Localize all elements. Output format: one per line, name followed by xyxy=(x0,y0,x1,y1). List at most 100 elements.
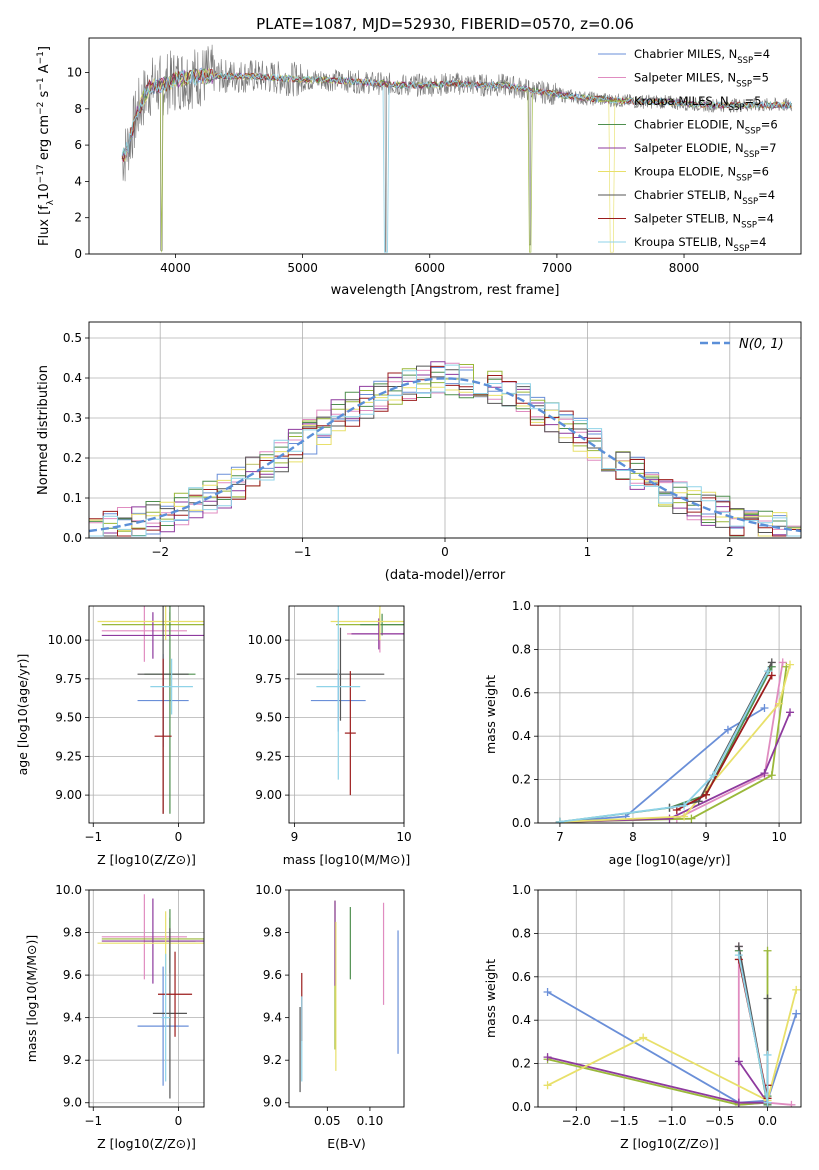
weight-marker xyxy=(786,708,795,717)
panel-spectrum: 4000 5000 6000 7000 8000 0 2 4 6 8 10 wavelength [A… xyxy=(36,37,802,298)
x-tick-label: 9 xyxy=(702,830,710,844)
weight-marker xyxy=(763,1098,772,1107)
x-axis-label: Z [log10(Z/Z⊙)] xyxy=(97,1136,196,1151)
legend-sub: SSP xyxy=(745,127,761,137)
weight-marker xyxy=(639,1033,648,1042)
y-tick-label: 9.00 xyxy=(255,788,282,802)
panel-age-vs-Z: −1 0 9.00 9.25 9.50 9.75 10.00 Z [log10(Z/Z⊙)] a… xyxy=(15,605,205,867)
weight-marker xyxy=(543,1081,552,1090)
y-tick-label: 6 xyxy=(74,138,82,152)
x-tick-label: 8 xyxy=(629,830,637,844)
weight-marker xyxy=(687,814,696,823)
y-tick-label: 10.00 xyxy=(248,633,282,647)
x-tick-label: 7 xyxy=(556,830,564,844)
figure-title: PLATE=1087, MJD=52930, FIBERID=0570, z=0… xyxy=(256,15,634,33)
axes-frame xyxy=(88,37,802,255)
x-axis-label: E(B-V) xyxy=(327,1136,366,1151)
x-tick-label: 6000 xyxy=(414,261,445,275)
axes-frame xyxy=(88,605,205,824)
legend-sub: SSP xyxy=(741,221,757,231)
x-tick-label: 1 xyxy=(584,545,592,559)
observed-spectrum xyxy=(121,44,793,253)
y-tick-label: 0.8 xyxy=(512,926,531,940)
gaussian-reference xyxy=(89,377,801,533)
y-tick-label: 0.2 xyxy=(512,773,531,787)
weight-line-3 xyxy=(559,666,773,823)
legend-suffix: =4 xyxy=(757,212,774,226)
y-tick-label: 10 xyxy=(67,65,82,79)
x-tick-label: 7000 xyxy=(542,261,573,275)
legend-suffix: =4 xyxy=(749,235,766,249)
y-tick-label: 1.0 xyxy=(512,599,531,613)
weight-marker xyxy=(543,987,552,996)
panel-massweight-vs-Z: −2.0 −1.5 −1.0 −0.5 0.0 0.0 0.2 0.4 0.6 0.8 1.0 Z [… xyxy=(483,883,802,1151)
y-tick-label: 9.2 xyxy=(263,1053,282,1067)
weight-line-1 xyxy=(559,662,784,823)
y-tick-label: 9.8 xyxy=(263,926,282,940)
legend-entry: Chabrier STELIB, NSSP=4 xyxy=(634,188,775,207)
weight-marker xyxy=(709,771,718,780)
plot-area-age-vs-Z xyxy=(97,606,204,814)
x-tick-label: 0 xyxy=(175,830,183,844)
y-tick-label: 9.75 xyxy=(255,672,282,686)
panel-massweight-vs-age: 7 8 9 10 0.0 0.2 0.4 0.6 0.8 1.0 age [log10(age/yr… xyxy=(483,599,802,867)
axes-frame xyxy=(288,889,405,1108)
weight-line-5 xyxy=(547,989,798,1102)
y-tick-label: 0.8 xyxy=(512,642,531,656)
y-tick-label: 9.25 xyxy=(255,749,282,763)
x-tick-label: 0.10 xyxy=(357,1114,384,1128)
y-axis-label: Normed distribution xyxy=(36,365,51,495)
model-spectrum-8 xyxy=(121,69,793,253)
weight-marker xyxy=(555,817,564,823)
y-axis-label: Flux [fλ10−17 erg cm−2 s−1 A−1] xyxy=(36,46,56,246)
y-tick-label: 0.0 xyxy=(512,816,531,830)
weight-line-0 xyxy=(559,707,765,823)
legend-entry: Salpeter MILES, NSSP=5 xyxy=(634,71,769,90)
x-tick-label: −2 xyxy=(151,545,169,559)
y-tick-label: 9.50 xyxy=(255,711,282,725)
legend-sub: SSP xyxy=(737,56,753,66)
y-tick-label: 0.3 xyxy=(63,411,82,425)
x-tick-label: −1 xyxy=(84,1114,102,1128)
weight-marker xyxy=(760,769,769,778)
weight-marker xyxy=(760,703,769,712)
y-axis-label: age [log10(age/yr)] xyxy=(15,654,30,776)
legend-suffix: =4 xyxy=(753,47,770,61)
weight-marker xyxy=(680,812,689,821)
x-tick-label: 5000 xyxy=(287,261,318,275)
weight-marker xyxy=(665,814,674,823)
y-tick-label: 0.4 xyxy=(512,729,531,743)
legend-suffix: =5 xyxy=(744,94,761,108)
y-tick-label: 0.2 xyxy=(512,1057,531,1071)
legend-suffix: =5 xyxy=(752,71,769,85)
x-tick-label: 10 xyxy=(396,830,411,844)
weight-line-0 xyxy=(547,991,798,1104)
y-tick-label: 9.75 xyxy=(55,672,82,686)
y-tick-label: 9.0 xyxy=(263,1096,282,1110)
x-axis-label: wavelength [Angstrom, rest frame] xyxy=(331,283,560,298)
plot-area-age-vs-mass xyxy=(296,606,404,796)
panel-mass-vs-EBV: 0.05 0.10 9.0 9.2 9.4 9.6 9.8 10.0 E(B-V) xyxy=(255,883,405,1151)
weight-marker xyxy=(543,1053,552,1062)
y-axis-label: mass weight xyxy=(483,675,498,754)
x-axis-label: Z [log10(Z/Z⊙)] xyxy=(97,852,196,867)
y-tick-label: 0.4 xyxy=(63,371,82,385)
y-tick-label: 10.0 xyxy=(55,883,82,897)
weight-marker xyxy=(763,994,772,1003)
x-tick-label: 10 xyxy=(771,830,786,844)
y-tick-label: 9.0 xyxy=(63,1096,82,1110)
weight-marker xyxy=(786,660,795,669)
weight-marker xyxy=(787,1100,796,1107)
weight-marker xyxy=(763,946,772,955)
y-tick-label: 4 xyxy=(74,174,82,188)
legend-sub: SSP xyxy=(734,244,750,254)
y-tick-label: 0 xyxy=(74,247,82,261)
y-tick-label: 9.2 xyxy=(63,1053,82,1067)
weight-marker xyxy=(764,667,773,676)
y-tick-label: 9.4 xyxy=(263,1011,282,1025)
y-tick-label: 0.6 xyxy=(512,686,531,700)
legend-suffix: =4 xyxy=(758,188,775,202)
legend-sub: SSP xyxy=(742,197,758,207)
axes-frame xyxy=(537,605,802,824)
legend-suffix: =6 xyxy=(761,118,778,132)
